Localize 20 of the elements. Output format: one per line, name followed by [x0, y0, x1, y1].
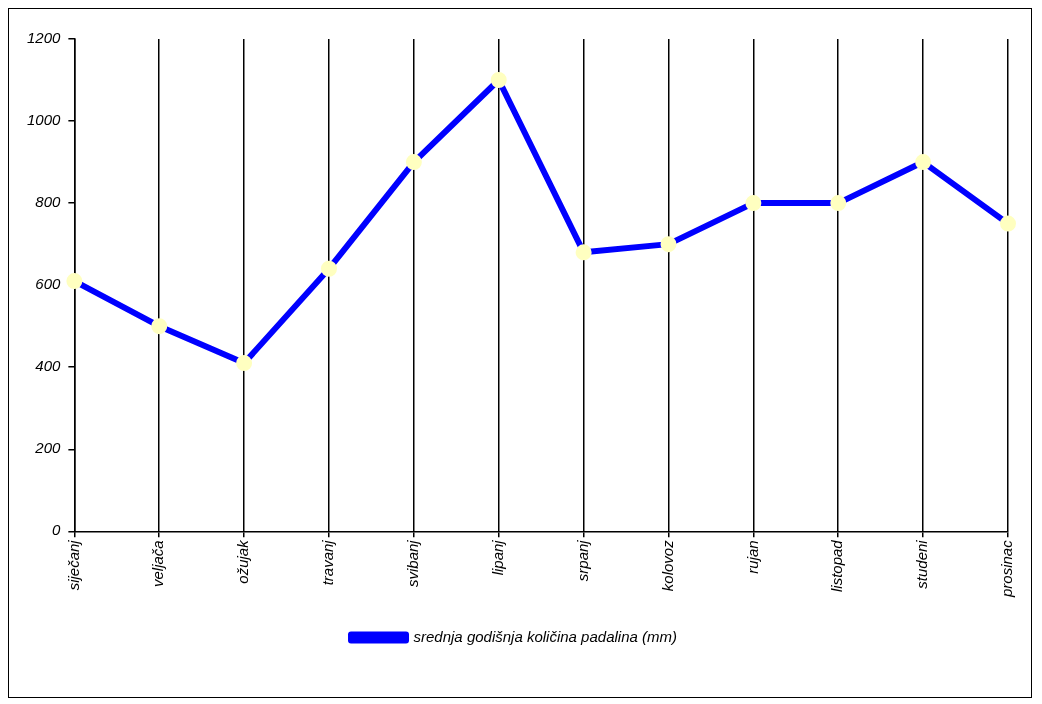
legend-label: srednja godišnja količina padalina (mm) — [413, 627, 677, 645]
x-tick-label: siječanj — [64, 539, 82, 591]
y-tick-label: 200 — [34, 439, 62, 457]
x-tick-label: lipanj — [488, 539, 506, 576]
x-tick-label: prosinac — [998, 539, 1016, 599]
y-tick-label: 0 — [52, 521, 62, 539]
x-tick-label: rujan — [743, 540, 761, 574]
y-tick-label: 1200 — [26, 29, 62, 47]
x-tick-label: ožujak — [234, 538, 252, 584]
y-tick-label: 400 — [35, 357, 62, 375]
y-tick-label: 800 — [35, 193, 62, 211]
y-tick-label: 600 — [35, 275, 62, 293]
x-tick-label: srpanj — [573, 539, 591, 582]
x-tick-label: veljača — [149, 540, 167, 588]
x-tick-label: studeni — [913, 539, 931, 589]
x-tick-label: travanj — [319, 539, 337, 586]
x-tick-label: listopad — [828, 539, 846, 593]
x-tick-label: svibanj — [404, 539, 422, 588]
y-tick-label: 1000 — [26, 111, 62, 129]
x-tick-label: kolovoz — [658, 539, 676, 592]
